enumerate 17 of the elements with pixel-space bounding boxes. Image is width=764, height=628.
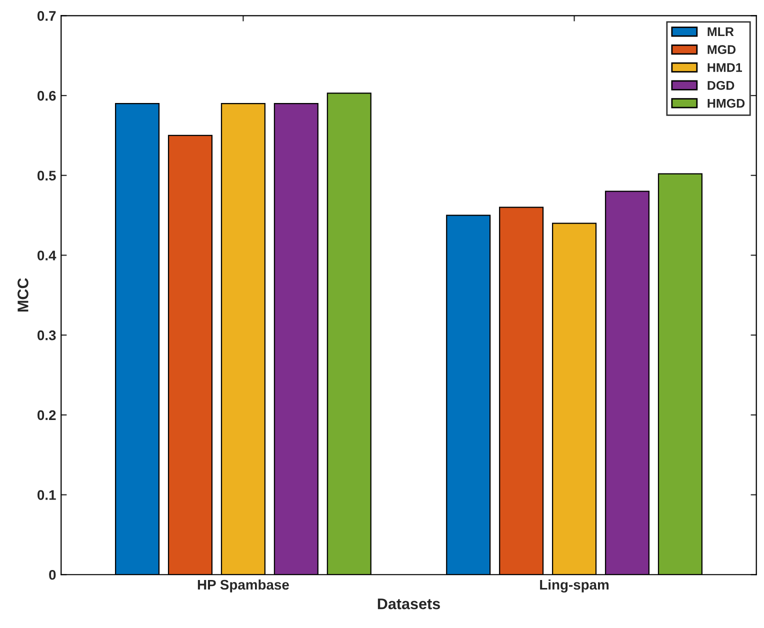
legend-label: MLR [708, 27, 734, 36]
legend-label: HMGD [708, 98, 745, 108]
legend-label: MGD [708, 45, 736, 54]
y-axis-title: MCC [18, 278, 28, 312]
y-tick-label: 0.3 [38, 330, 56, 340]
y-tick-label: 0.6 [38, 90, 56, 101]
y-tick-label: 0.4 [38, 250, 56, 260]
x-tick-label: Ling-spam [540, 579, 609, 592]
legend-label: HMD1 [708, 63, 742, 72]
y-tick-label: 0.2 [38, 410, 56, 420]
y-tick-label: 0 [49, 570, 56, 580]
x-axis-title: Datasets [378, 598, 440, 610]
y-tick-label: 0.1 [38, 490, 56, 500]
y-tick-label: 0.7 [38, 11, 56, 21]
legend-label: DGD [708, 80, 734, 90]
x-tick-label: HP Spambase [198, 579, 289, 592]
y-tick-label: 0.5 [38, 170, 56, 181]
